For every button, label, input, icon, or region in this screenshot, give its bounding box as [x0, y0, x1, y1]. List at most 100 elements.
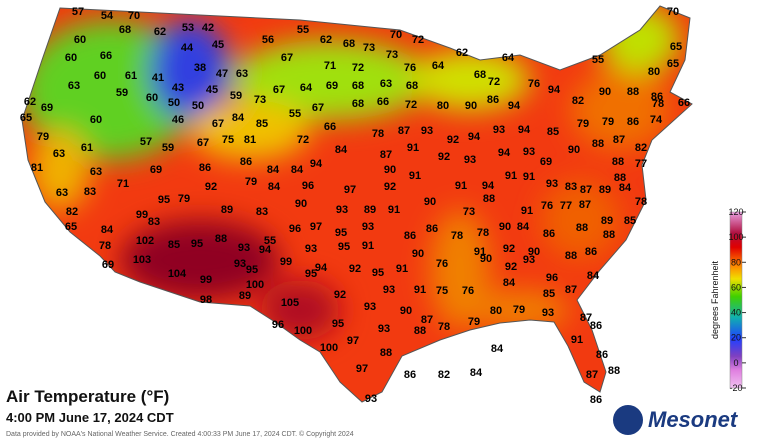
station-temp: 69 — [41, 102, 53, 114]
station-temp: 73 — [463, 206, 475, 218]
station-temp: 92 — [205, 181, 217, 193]
station-temp: 46 — [172, 114, 184, 126]
station-temp: 100 — [246, 279, 264, 291]
station-temp: 86 — [404, 369, 416, 381]
station-temp: 88 — [627, 86, 639, 98]
station-temp: 88 — [414, 325, 426, 337]
station-temp: 87 — [613, 134, 625, 146]
station-temp: 78 — [451, 230, 463, 242]
station-temp: 61 — [125, 70, 137, 82]
station-temp: 103 — [133, 254, 151, 266]
station-temp: 65 — [670, 41, 682, 53]
station-temp: 94 — [548, 84, 561, 96]
station-temp: 93 — [365, 393, 377, 405]
station-temp: 99 — [200, 274, 212, 286]
station-temp: 89 — [239, 290, 251, 302]
station-temp: 84 — [470, 367, 483, 379]
station-temp: 73 — [254, 94, 266, 106]
station-temp: 90 — [599, 86, 611, 98]
colorbar-ticks: 120 100 80 60 40 20 0 -20 — [728, 207, 746, 393]
station-temp: 93 — [464, 154, 476, 166]
station-temp: 97 — [344, 184, 356, 196]
station-temp: 77 — [560, 200, 572, 212]
station-temp: 84 — [291, 164, 304, 176]
station-temp: 71 — [117, 178, 129, 190]
station-temp: 86 — [627, 116, 639, 128]
station-temp: 78 — [635, 196, 647, 208]
station-temp: 81 — [244, 134, 256, 146]
station-temp: 94 — [468, 131, 481, 143]
station-temp: 59 — [116, 87, 128, 99]
station-temp: 92 — [384, 181, 396, 193]
station-temp: 93 — [493, 124, 505, 136]
station-temp: 81 — [31, 162, 43, 174]
station-temp: 94 — [518, 124, 531, 136]
station-temp: 76 — [528, 78, 540, 90]
station-temp: 68 — [474, 69, 486, 81]
station-temp: 59 — [230, 90, 242, 102]
station-temp: 85 — [256, 118, 268, 130]
us-outline — [21, 5, 693, 403]
colorbar-label: degrees Fahrenheit — [710, 260, 720, 339]
station-temp: 79 — [245, 176, 257, 188]
station-temp: 60 — [94, 70, 106, 82]
station-temp: 63 — [68, 80, 80, 92]
logo-mark — [613, 405, 643, 435]
station-temp: 84 — [587, 270, 600, 282]
station-temp: 92 — [334, 289, 346, 301]
station-temp: 91 — [455, 180, 467, 192]
station-temp: 98 — [200, 294, 212, 306]
station-temp: 95 — [372, 267, 384, 279]
station-temp: 85 — [624, 215, 636, 227]
station-temp: 86 — [590, 320, 602, 332]
station-temp: 86 — [543, 228, 555, 240]
station-temp: 95 — [191, 238, 203, 250]
station-temp: 93 — [364, 301, 376, 313]
station-temp: 56 — [262, 34, 274, 46]
station-temp: 90 — [424, 196, 436, 208]
station-temp: 91 — [505, 170, 517, 182]
station-temp: 50 — [168, 97, 180, 109]
station-temp: 76 — [404, 62, 416, 74]
station-temp: 97 — [356, 363, 368, 375]
station-temp: 61 — [81, 142, 93, 154]
station-temp: 88 — [603, 229, 615, 241]
colorbar-tick-label: 0 — [733, 358, 738, 368]
station-temp: 59 — [162, 142, 174, 154]
station-temp: 88 — [592, 138, 604, 150]
station-temp: 93 — [305, 243, 317, 255]
station-temp: 78 — [99, 240, 111, 252]
station-temp: 89 — [599, 184, 611, 196]
station-temp: 70 — [667, 6, 679, 18]
station-temp: 84 — [517, 221, 530, 233]
station-temp: 88 — [483, 193, 495, 205]
station-temp: 55 — [289, 108, 301, 120]
station-temp: 76 — [541, 200, 553, 212]
station-temp: 72 — [297, 134, 309, 146]
station-temp: 94 — [310, 158, 323, 170]
station-temp: 90 — [499, 221, 511, 233]
station-temp: 96 — [546, 272, 558, 284]
station-temp: 90 — [384, 164, 396, 176]
station-temp: 97 — [310, 221, 322, 233]
station-temp: 86 — [590, 394, 602, 406]
station-temp: 90 — [465, 100, 477, 112]
station-temp: 92 — [503, 243, 515, 255]
station-temp: 86 — [199, 162, 211, 174]
station-temp: 100 — [294, 325, 312, 337]
station-temp: 67 — [273, 84, 285, 96]
station-temp: 88 — [215, 233, 227, 245]
station-temp: 64 — [300, 82, 313, 94]
station-temp: 84 — [491, 343, 504, 355]
station-temp: 95 — [335, 227, 347, 239]
station-temp: 45 — [212, 39, 224, 51]
station-temp: 90 — [528, 246, 540, 258]
station-temp: 79 — [602, 116, 614, 128]
station-temp: 89 — [601, 215, 613, 227]
station-temp: 50 — [192, 100, 204, 112]
station-temp: 54 — [101, 10, 114, 22]
station-temp: 78 — [477, 227, 489, 239]
station-temp: 70 — [128, 10, 140, 22]
station-temp: 94 — [259, 244, 272, 256]
station-temp: 78 — [652, 98, 664, 110]
